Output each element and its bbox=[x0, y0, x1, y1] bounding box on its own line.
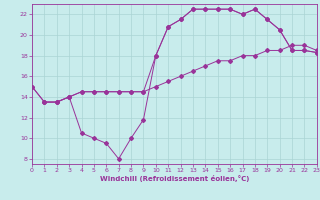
X-axis label: Windchill (Refroidissement éolien,°C): Windchill (Refroidissement éolien,°C) bbox=[100, 175, 249, 182]
